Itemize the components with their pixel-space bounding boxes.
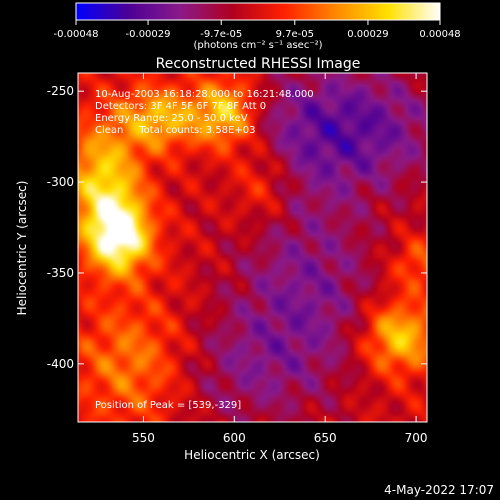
colorbar-tick-label: 9.7e-05: [276, 29, 314, 40]
y-tick-label: -350: [47, 266, 74, 280]
annotation-energy-range: Energy Range: 25.0 - 50.0 keV: [95, 113, 248, 124]
annotation-peak-position: Position of Peak = [539,-329]: [95, 400, 241, 411]
colorbar-tick-label: 0.00048: [419, 29, 460, 40]
chart-title: Reconstructed RHESSI Image: [156, 56, 361, 72]
x-tick-label: 600: [223, 431, 246, 445]
x-tick-label: 650: [314, 431, 337, 445]
annotation-time-range: 10-Aug-2003 16:18:28.000 to 16:21:48.000: [95, 89, 314, 100]
plot-area: 550 600 650 700 -250 -300 -350 -400: [47, 72, 428, 445]
x-tick-label: 550: [132, 431, 155, 445]
colorbar: -0.00048 -0.00029 -9.7e-05 9.7e-05 0.00029 0.…: [54, 2, 461, 51]
y-tick-label: -300: [47, 175, 74, 189]
x-tick-label: 700: [405, 431, 428, 445]
colorbar-tick-label: -0.00029: [126, 29, 171, 40]
colorbar-ticks: -0.00048 -0.00029 -9.7e-05 9.7e-05 0.00029 0.…: [54, 20, 461, 40]
y-tick-label: -250: [47, 84, 74, 98]
footer-date: 4-May-2022 17:07: [384, 483, 494, 497]
x-axis-ticks: 550 600 650 700: [132, 73, 428, 445]
colorbar-units-label: (photons cm⁻² s⁻¹ asec⁻²): [193, 40, 322, 51]
colorbar-tick-label: -0.00048: [54, 29, 99, 40]
heatmap-image: [78, 73, 427, 422]
annotation-method: Clean Total counts: 3.58E+03: [95, 125, 255, 136]
annotation-detectors: Detectors: 3F 4F 5F 6F 7F 8F Att 0: [95, 101, 266, 112]
annotations: 10-Aug-2003 16:18:28.000 to 16:21:48.000…: [95, 89, 314, 411]
y-axis-ticks: -250 -300 -350 -400: [47, 84, 427, 371]
colorbar-tick-label: 0.00029: [347, 29, 388, 40]
colorbar-gradient: [75, 2, 441, 21]
x-axis-label: Heliocentric X (arcsec): [184, 448, 320, 462]
y-tick-label: -400: [47, 357, 74, 371]
y-axis-label: Heliocentric Y (arcsec): [15, 181, 29, 316]
plot-frame: [77, 72, 428, 423]
colorbar-tick-label: -9.7e-05: [200, 29, 242, 40]
